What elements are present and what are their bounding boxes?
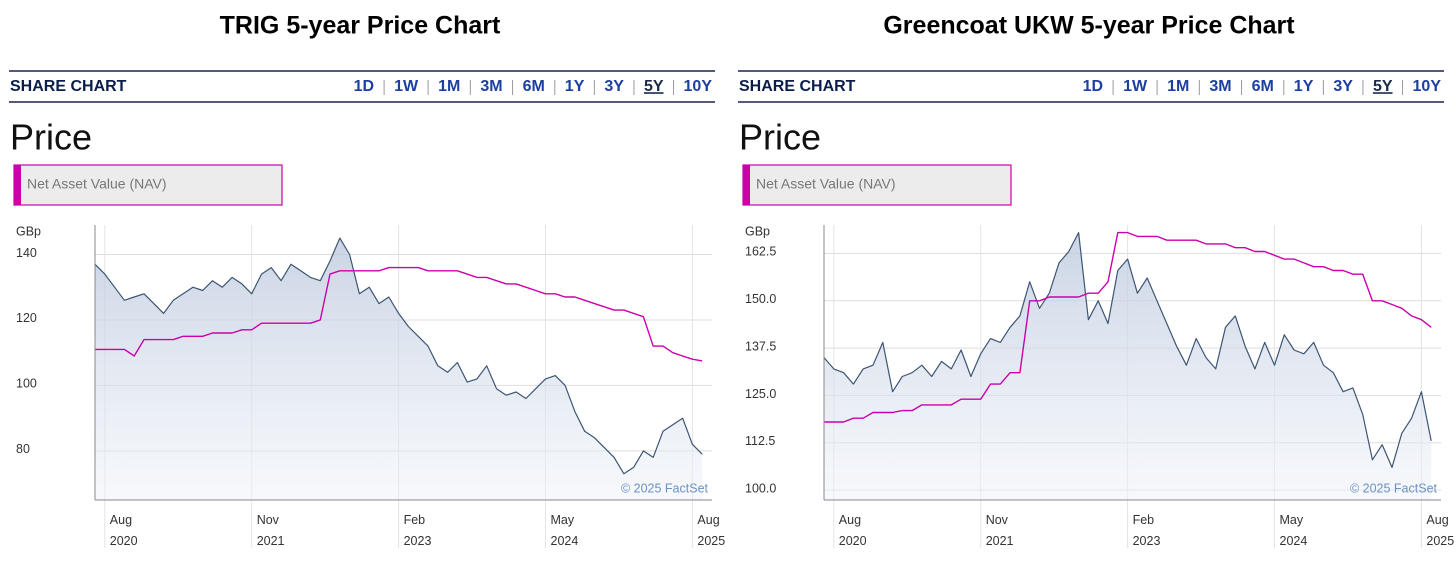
range-button[interactable]: 3M (1209, 78, 1231, 95)
price-line (823, 232, 1432, 468)
y-tick-label: 162.5 (745, 245, 776, 259)
x-tick-label: Aug 2025 (697, 513, 725, 548)
nav-line (95, 266, 703, 362)
nav-line (824, 231, 1432, 423)
legend-swatch (14, 165, 21, 205)
range-button[interactable]: 3Y (1333, 78, 1353, 95)
x-tick-label: Nov 2021 (257, 513, 285, 548)
range-button[interactable]: 1M (438, 78, 460, 95)
section-header: SHARE CHART (10, 78, 127, 95)
x-tick-label: Feb 2023 (404, 513, 432, 548)
legend-box (13, 164, 283, 206)
range-button[interactable]: 1D (1083, 78, 1103, 95)
y-tick-label: 140 (16, 246, 37, 260)
price-area (824, 232, 1432, 500)
range-button[interactable]: 5Y (1373, 78, 1393, 95)
range-button[interactable]: 6M (1252, 78, 1274, 95)
y-tick-label: 125.0 (745, 387, 776, 401)
y-tick-label: 137.5 (745, 339, 776, 353)
credit: © 2025 FactSet (621, 481, 709, 495)
price-area (95, 238, 703, 500)
panel-title: Price (10, 117, 92, 158)
chart-panel: Greencoat UKW 5-year Price Chart SHARE CH… (738, 12, 1454, 548)
range-button[interactable]: 1D (354, 78, 374, 95)
y-tick-label: 100 (16, 377, 37, 391)
range-button[interactable]: 6M (523, 78, 545, 95)
y-unit: GBp (16, 224, 41, 238)
x-tick-label: Aug 2025 (1426, 513, 1454, 548)
range-button[interactable]: 1W (394, 78, 419, 95)
y-tick-label: 100.0 (745, 481, 776, 495)
section-header: SHARE CHART (739, 78, 856, 95)
range-button[interactable]: 1Y (1294, 78, 1314, 95)
range-button[interactable]: 3M (480, 78, 502, 95)
range-button[interactable]: 10Y (684, 78, 713, 95)
x-tick-label: Aug 2020 (110, 513, 138, 548)
range-button[interactable]: 10Y (1413, 78, 1442, 95)
range-button[interactable]: 5Y (644, 78, 664, 95)
price-line (94, 237, 703, 475)
legend-label: Net Asset Value (NAV) (756, 176, 896, 192)
chart-title: Greencoat UKW 5-year Price Chart (883, 12, 1295, 40)
legend-label: Net Asset Value (NAV) (27, 176, 167, 192)
legend-swatch (743, 165, 750, 205)
x-tick-label: Feb 2023 (1133, 513, 1161, 548)
x-tick-label: May 2024 (1280, 513, 1308, 548)
credit: © 2025 FactSet (1350, 481, 1438, 495)
chart-panel: TRIG 5-year Price Chart SHARE CHART 10Y 5Y 3… (9, 12, 725, 548)
x-tick-label: May 2024 (551, 513, 579, 548)
panel-title: Price (739, 117, 821, 158)
x-tick-label: Aug 2020 (839, 513, 867, 548)
chart-title: TRIG 5-year Price Chart (220, 12, 501, 40)
range-button[interactable]: 1M (1167, 78, 1189, 95)
y-unit: GBp (745, 224, 770, 238)
y-tick-label: 80 (16, 442, 30, 456)
y-tick-label: 150.0 (745, 292, 776, 306)
range-button[interactable]: 3Y (604, 78, 624, 95)
x-tick-label: Nov 2021 (986, 513, 1014, 548)
range-button[interactable]: 1W (1123, 78, 1148, 95)
y-tick-label: 120 (16, 311, 37, 325)
y-tick-label: 112.5 (745, 434, 775, 448)
range-button[interactable]: 1Y (565, 78, 585, 95)
